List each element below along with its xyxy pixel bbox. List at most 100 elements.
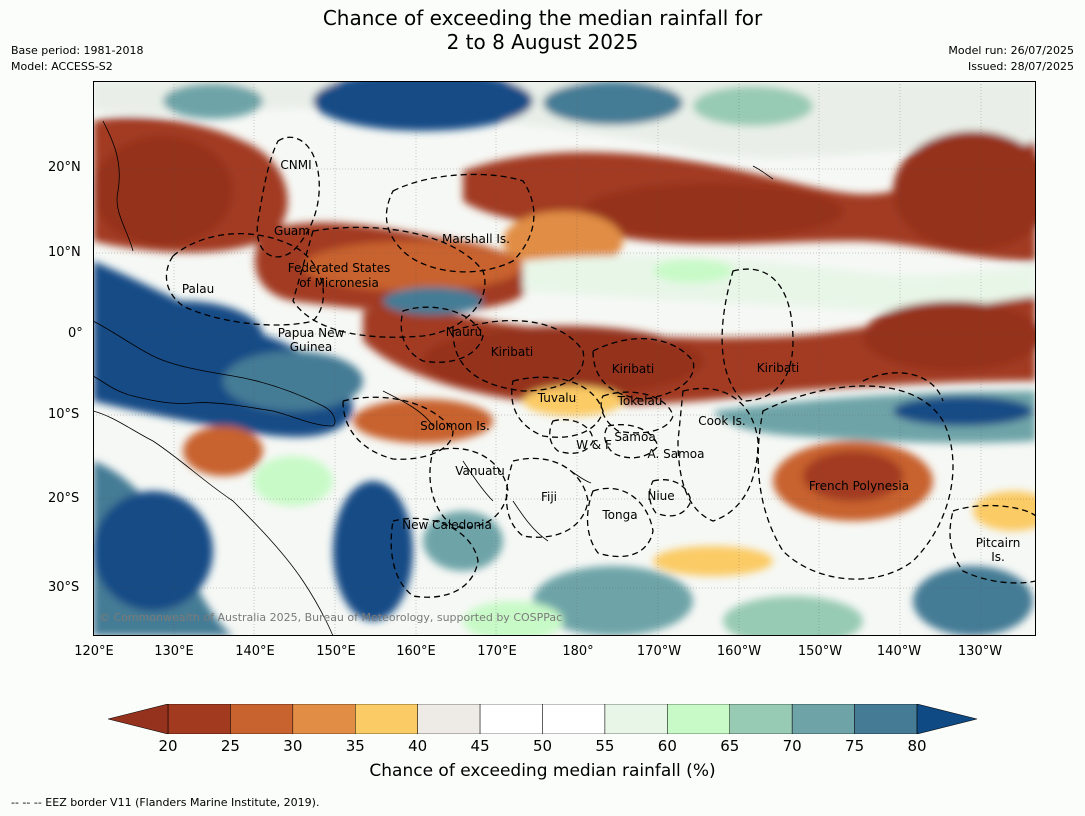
map-title: Chance of exceeding the median rainfall … bbox=[0, 6, 1085, 54]
rainfall-map: CNMI Guam Marshall Is. Federated States … bbox=[93, 81, 1036, 636]
model-name: Model: ACCESS-S2 bbox=[11, 60, 113, 73]
colorbar-tick: 60 bbox=[657, 737, 677, 755]
lon-tick-170e: 170°E bbox=[477, 644, 517, 659]
australia-coast bbox=[93, 410, 334, 636]
meta-left: Base period: 1981-2018 Model: ACCESS-S2 bbox=[11, 43, 143, 75]
label-png-line1: Papua New bbox=[278, 326, 345, 340]
eez-tokelau bbox=[600, 391, 674, 434]
label-niue: Niue bbox=[647, 489, 674, 503]
eez-solomon bbox=[342, 396, 454, 460]
title-line-1: Chance of exceeding the median rainfall … bbox=[322, 6, 763, 30]
colorbar-cell bbox=[791, 704, 855, 734]
colorbar-cell bbox=[479, 704, 543, 734]
eez-tuvalu bbox=[511, 376, 604, 438]
label-samoa: Samoa bbox=[614, 430, 655, 444]
lat-tick-10n: 10°N bbox=[48, 245, 81, 260]
label-french-polynesia: French Polynesia bbox=[809, 479, 909, 493]
colorbar-tick: 70 bbox=[782, 737, 802, 755]
label-png-line2: Guinea bbox=[290, 340, 333, 354]
lon-tick-160w: 160°W bbox=[716, 644, 762, 659]
coastlines bbox=[93, 120, 774, 636]
lon-tick-130e: 130°E bbox=[154, 644, 194, 659]
colorbar-tick: 80 bbox=[907, 737, 927, 755]
label-fsm-line1: Federated States bbox=[288, 261, 390, 275]
lon-tick-120e: 120°E bbox=[74, 644, 114, 659]
copyright-notice: © Commonwealth of Australia 2025, Bureau… bbox=[99, 611, 562, 624]
hawaii-coast bbox=[752, 165, 774, 180]
colorbar-high-arrow bbox=[916, 704, 978, 734]
lon-tick-170w: 170°W bbox=[636, 644, 682, 659]
lat-tick-30s: 30°S bbox=[48, 580, 80, 595]
colorbar-low-arrow bbox=[108, 704, 169, 734]
lon-tick-140w: 140°W bbox=[876, 644, 922, 659]
label-vanuatu: Vanuatu bbox=[455, 464, 505, 478]
colorbar-tick: 75 bbox=[845, 737, 865, 755]
eez-fsm bbox=[292, 226, 486, 338]
eez-kiribati-east bbox=[721, 268, 794, 402]
label-tokelau: Tokelau bbox=[617, 394, 663, 408]
label-pitcairn-line1: Pitcairn bbox=[976, 536, 1021, 550]
colorbar-cell bbox=[292, 704, 356, 734]
colorbar-tick: 65 bbox=[720, 737, 740, 755]
colorbar-tick: 30 bbox=[283, 737, 303, 755]
label-marshall: Marshall Is. bbox=[442, 232, 510, 246]
eez-cook bbox=[677, 387, 759, 522]
eez-marshall bbox=[385, 173, 535, 273]
colorbar-cell bbox=[542, 704, 606, 734]
lat-tick-20n: 20°N bbox=[48, 160, 81, 175]
meta-right: Model run: 26/07/2025 Issued: 28/07/2025 bbox=[948, 43, 1074, 75]
colorbar-cell bbox=[854, 704, 918, 734]
lon-tick-180: 180° bbox=[562, 644, 594, 659]
eez-new-caledonia bbox=[390, 517, 479, 598]
colorbar-tick: 45 bbox=[470, 737, 490, 755]
colorbar-tick: 55 bbox=[595, 737, 615, 755]
colorbar-tick: 50 bbox=[532, 737, 553, 755]
eez-footnote: -- -- -- EEZ border V11 (Flanders Marine… bbox=[11, 796, 320, 809]
colorbar-cell bbox=[729, 704, 793, 734]
colorbar-cell bbox=[667, 704, 730, 734]
lon-tick-130w: 130°W bbox=[957, 644, 1003, 659]
colorbar-tick: 35 bbox=[345, 737, 365, 755]
colorbar bbox=[108, 704, 978, 734]
lon-tick-160e: 160°E bbox=[396, 644, 436, 659]
model-run: Model run: 26/07/2025 bbox=[948, 44, 1074, 57]
eez-fiji bbox=[505, 457, 589, 538]
label-guam: Guam bbox=[274, 224, 310, 238]
lon-tick-150e: 150°E bbox=[316, 644, 356, 659]
eez-borders bbox=[165, 136, 1036, 598]
new-caledonia-coast bbox=[512, 500, 549, 542]
colorbar-tick: 40 bbox=[408, 737, 428, 755]
label-tuvalu: Tuvalu bbox=[537, 391, 577, 405]
label-kiribati-west: Kiribati bbox=[491, 345, 533, 359]
vanuatu-coast bbox=[462, 460, 494, 502]
label-palau: Palau bbox=[182, 282, 214, 296]
philippines-coast bbox=[102, 120, 134, 252]
label-tonga: Tonga bbox=[601, 508, 637, 522]
lat-tick-20s: 20°S bbox=[48, 491, 80, 506]
eez-pitcairn bbox=[949, 504, 1036, 584]
issued-date: Issued: 28/07/2025 bbox=[967, 60, 1074, 73]
label-pitcairn-line2: Is. bbox=[991, 550, 1005, 564]
lat-tick-10s: 10°S bbox=[48, 407, 80, 422]
colorbar-cell bbox=[417, 704, 481, 734]
eez-kiribati-west bbox=[452, 320, 585, 392]
label-new-caledonia: New Caledonia bbox=[402, 518, 492, 532]
label-cnmi: CNMI bbox=[280, 158, 311, 172]
lon-tick-150w: 150°W bbox=[797, 644, 843, 659]
title-line-2: 2 to 8 August 2025 bbox=[446, 30, 639, 54]
colorbar-cell bbox=[230, 704, 294, 734]
label-kiribati-central: Kiribati bbox=[612, 362, 654, 376]
label-fsm-line2: of Micronesia bbox=[299, 276, 379, 290]
map-frame bbox=[93, 81, 1036, 636]
lat-tick-0: 0° bbox=[68, 326, 83, 341]
colorbar-tick: 20 bbox=[158, 737, 178, 755]
label-kiribati-east: Kiribati bbox=[757, 361, 799, 375]
rainfall-field bbox=[93, 81, 1036, 636]
label-wf: W & F bbox=[576, 438, 612, 452]
lon-tick-140e: 140°E bbox=[235, 644, 275, 659]
label-asamoa: A. Samoa bbox=[648, 447, 705, 461]
solomon-coast bbox=[382, 390, 434, 427]
eez-samoa bbox=[604, 424, 659, 459]
colorbar-cell bbox=[604, 704, 668, 734]
colorbar-tick: 25 bbox=[220, 737, 240, 755]
